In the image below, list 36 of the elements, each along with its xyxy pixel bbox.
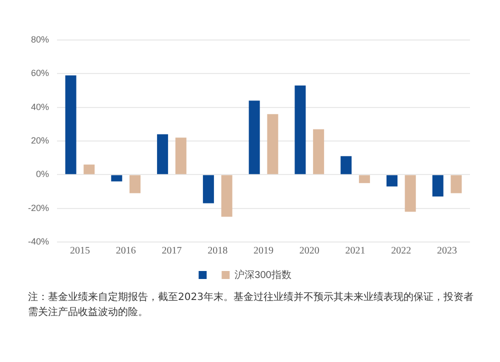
y-tick-label: 80% xyxy=(30,34,50,44)
bar xyxy=(450,175,462,194)
bar xyxy=(175,138,186,174)
y-tick-label: 20% xyxy=(30,135,50,146)
bar xyxy=(432,175,444,197)
bar xyxy=(386,175,398,186)
x-tick-label: 2022 xyxy=(391,246,412,257)
bar xyxy=(340,156,352,174)
bar xyxy=(65,75,76,174)
x-tick-label: 2020 xyxy=(299,246,320,257)
bar xyxy=(294,85,306,174)
bar xyxy=(202,175,214,204)
bar xyxy=(111,175,122,182)
x-tick-label: 2019 xyxy=(254,246,274,257)
bar xyxy=(358,175,370,184)
x-tick-label: 2021 xyxy=(345,246,366,257)
x-tick-label: 2017 xyxy=(162,246,182,257)
text: 注：基金业绩来自定期报告，截至2023年末。基金过往业绩并不预示其未来业绩表现的保证，投资者需关注产品收益波动的险。 xyxy=(28,290,474,320)
y-tick-label: 40% xyxy=(30,102,50,112)
y-tick-label: -40% xyxy=(28,236,50,246)
x-tick-label: 2016 xyxy=(116,246,136,257)
bar xyxy=(248,100,260,174)
x-tick-label: 2023 xyxy=(437,246,458,257)
bar xyxy=(221,175,232,217)
bar xyxy=(84,164,95,174)
y-tick-label: 0% xyxy=(36,169,50,180)
bar xyxy=(313,129,324,174)
bar xyxy=(267,114,278,174)
y-tick-label: 60% xyxy=(30,68,50,78)
y-tick-label: -20% xyxy=(28,202,50,213)
bar xyxy=(130,175,141,194)
legend-label: 沪深300指数 xyxy=(234,268,292,281)
x-tick-label: 2015 xyxy=(70,246,90,257)
bar xyxy=(404,175,416,212)
x-tick-label: 2018 xyxy=(208,246,228,257)
bar xyxy=(157,134,168,174)
